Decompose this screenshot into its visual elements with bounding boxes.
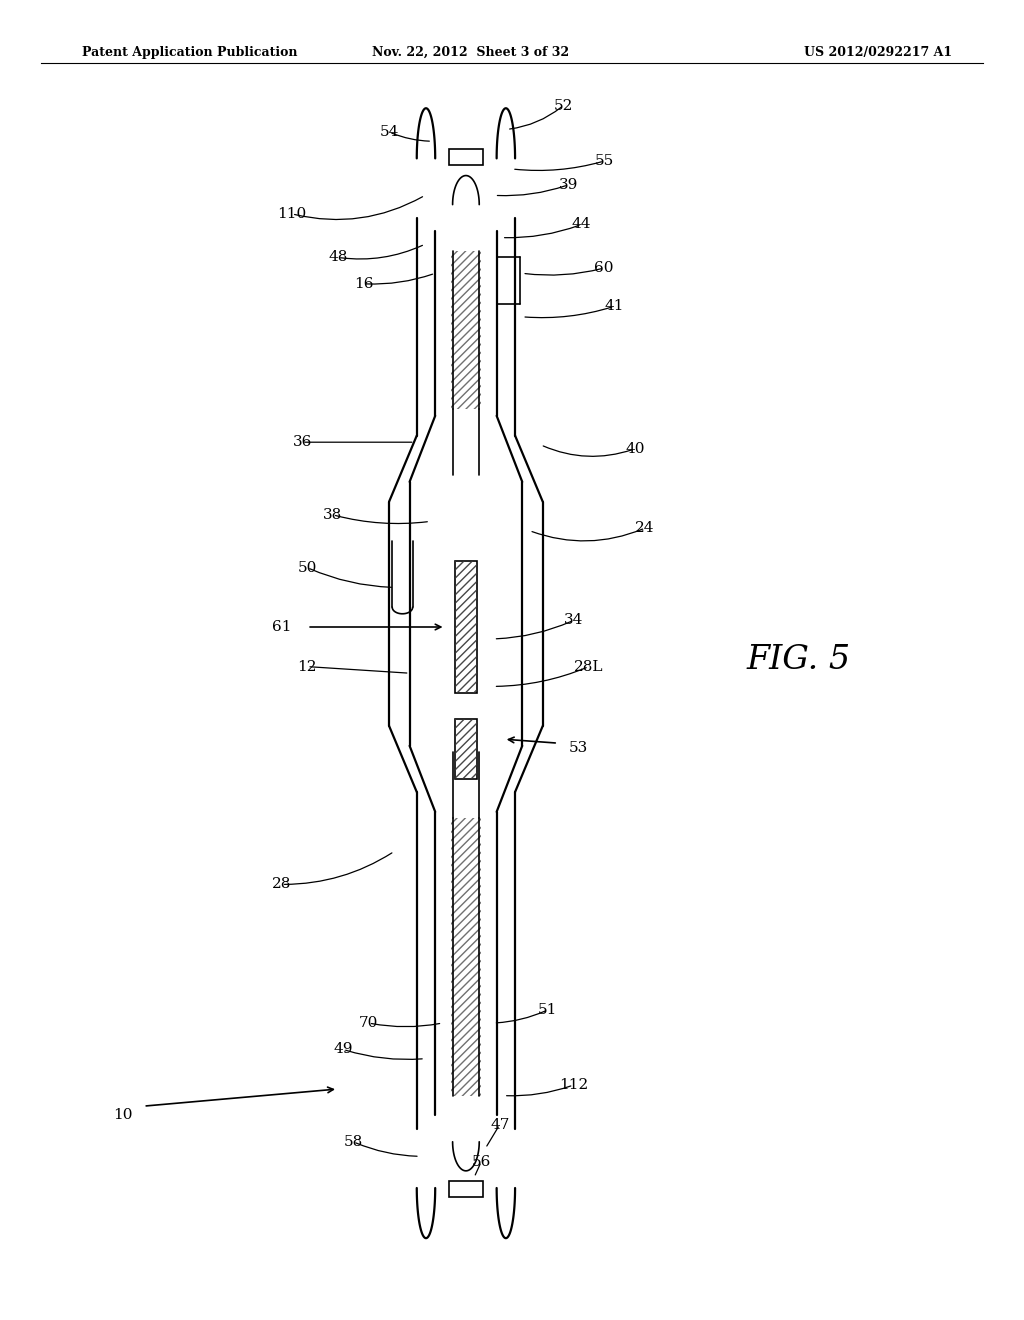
Text: 58: 58 (344, 1135, 362, 1148)
Text: 12: 12 (297, 660, 317, 673)
Text: US 2012/0292217 A1: US 2012/0292217 A1 (804, 46, 952, 59)
Text: 28: 28 (272, 878, 291, 891)
Text: 47: 47 (490, 1118, 509, 1131)
Text: FIG. 5: FIG. 5 (746, 644, 851, 676)
Text: 16: 16 (353, 277, 374, 290)
Bar (451, 251, 481, 409)
Bar (455, 561, 477, 693)
Text: 53: 53 (569, 742, 588, 755)
Text: 34: 34 (564, 614, 583, 627)
Bar (455, 719, 477, 779)
Text: 70: 70 (359, 1016, 378, 1030)
Text: 60: 60 (594, 261, 614, 275)
Bar (449, 1181, 483, 1197)
Text: Patent Application Publication: Patent Application Publication (82, 46, 297, 59)
Text: 36: 36 (293, 436, 311, 449)
Text: 110: 110 (278, 207, 306, 220)
Text: 52: 52 (554, 99, 572, 112)
Bar (455, 561, 477, 693)
Bar (451, 818, 481, 1096)
Bar (449, 149, 483, 165)
Text: 39: 39 (559, 178, 578, 191)
Text: 48: 48 (329, 251, 347, 264)
Text: 28L: 28L (574, 660, 603, 673)
Text: 51: 51 (539, 1003, 557, 1016)
Text: 40: 40 (625, 442, 645, 455)
Text: 24: 24 (635, 521, 655, 535)
Text: 112: 112 (559, 1078, 588, 1092)
Text: 56: 56 (472, 1155, 490, 1168)
Text: 54: 54 (380, 125, 398, 139)
Text: Nov. 22, 2012  Sheet 3 of 32: Nov. 22, 2012 Sheet 3 of 32 (373, 46, 569, 59)
Text: 55: 55 (595, 154, 613, 168)
Bar (455, 719, 477, 779)
Text: 38: 38 (324, 508, 342, 521)
Text: 44: 44 (571, 218, 592, 231)
Text: 41: 41 (604, 300, 625, 313)
Text: 49: 49 (333, 1043, 353, 1056)
Text: 61: 61 (271, 620, 292, 634)
Text: 10: 10 (113, 1109, 133, 1122)
Text: 50: 50 (298, 561, 316, 574)
